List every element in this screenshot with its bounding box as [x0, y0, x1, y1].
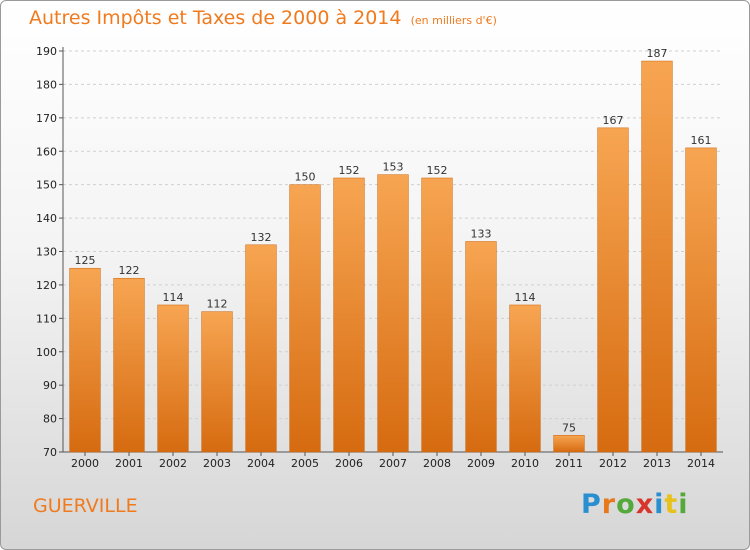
bar-2000: [69, 267, 101, 453]
bar-2007: [377, 174, 409, 453]
y-tick-label-170: 170: [36, 112, 57, 125]
value-label-2013: 187: [647, 47, 668, 60]
y-tick-label-80: 80: [43, 413, 57, 426]
labels: 70 80 90 100 110 120 130 140 150 160 170 180 190 125 2…: [36, 45, 715, 470]
x-tick-label-2006: 2006: [335, 457, 363, 470]
value-label-2003: 112: [207, 298, 228, 311]
chart-unit: (en milliers d'€): [410, 14, 497, 27]
value-label-2007: 153: [383, 161, 404, 174]
bar-2008: [421, 177, 453, 453]
logo-letter: x: [635, 489, 655, 520]
value-label-2001: 122: [119, 264, 140, 277]
value-label-2008: 152: [427, 164, 448, 177]
x-tick-label-2011: 2011: [555, 457, 583, 470]
y-tick-label-130: 130: [36, 246, 57, 259]
chart-title-text: Autres Impôts et Taxes de 2000 à 2014: [29, 7, 402, 29]
y-tick-label-90: 90: [43, 379, 57, 392]
y-tick-label-100: 100: [36, 346, 57, 359]
x-tick-label-2001: 2001: [115, 457, 143, 470]
y-tick-label-150: 150: [36, 179, 57, 192]
x-tick-label-2000: 2000: [71, 457, 99, 470]
x-tick-label-2013: 2013: [643, 457, 671, 470]
x-tick-label-2012: 2012: [599, 457, 627, 470]
value-label-2006: 152: [339, 164, 360, 177]
x-tick-label-2009: 2009: [467, 457, 495, 470]
value-label-2012: 167: [603, 114, 624, 127]
city-name: GUERVILLE: [33, 495, 138, 517]
x-tick-label-2002: 2002: [159, 457, 187, 470]
y-tick-label-140: 140: [36, 212, 57, 225]
bar-2004: [245, 244, 277, 453]
x-tick-label-2008: 2008: [423, 457, 451, 470]
value-label-2014: 161: [691, 134, 712, 147]
y-tick-label-120: 120: [36, 279, 57, 292]
x-tick-label-2003: 2003: [203, 457, 231, 470]
bar-2002: [157, 304, 189, 453]
y-tick-label-110: 110: [36, 312, 57, 325]
bar-2003: [201, 311, 233, 453]
y-tick-label-160: 160: [36, 145, 57, 158]
bar-2001: [113, 277, 145, 453]
value-label-2005: 150: [295, 171, 316, 184]
x-tick-label-2014: 2014: [687, 457, 715, 470]
y-tick-label-70: 70: [43, 446, 57, 459]
value-label-2010: 114: [515, 291, 536, 304]
value-label-2009: 133: [471, 227, 492, 240]
bar-2005: [289, 184, 321, 453]
x-tick-label-2007: 2007: [379, 457, 407, 470]
logo-letter: i: [678, 489, 689, 520]
bar-2011: [553, 435, 585, 453]
bars: [69, 60, 717, 453]
x-tick-label-2005: 2005: [291, 457, 319, 470]
x-tick-label-2010: 2010: [511, 457, 539, 470]
logo-letter: P: [581, 489, 602, 520]
value-label-2004: 132: [251, 231, 272, 244]
chart-title: Autres Impôts et Taxes de 2000 à 2014 (e…: [29, 7, 497, 29]
value-label-2000: 125: [75, 254, 96, 267]
bar-2010: [509, 304, 541, 453]
y-tick-label-190: 190: [36, 45, 57, 58]
logo-letter: i: [654, 489, 665, 520]
proxiti-logo: Proxiti: [581, 489, 689, 520]
x-tick-label-2004: 2004: [247, 457, 275, 470]
bar-2009: [465, 241, 497, 453]
bar-2006: [333, 177, 365, 453]
logo-letter: o: [616, 489, 636, 520]
bar-2014: [685, 147, 717, 453]
y-tick-label-180: 180: [36, 78, 57, 91]
value-label-2002: 114: [163, 291, 184, 304]
logo-letter: t: [664, 489, 679, 520]
bar-2012: [597, 127, 629, 453]
logo-letter: r: [601, 489, 617, 520]
bar-2013: [641, 60, 673, 453]
value-label-2011: 75: [562, 421, 576, 434]
